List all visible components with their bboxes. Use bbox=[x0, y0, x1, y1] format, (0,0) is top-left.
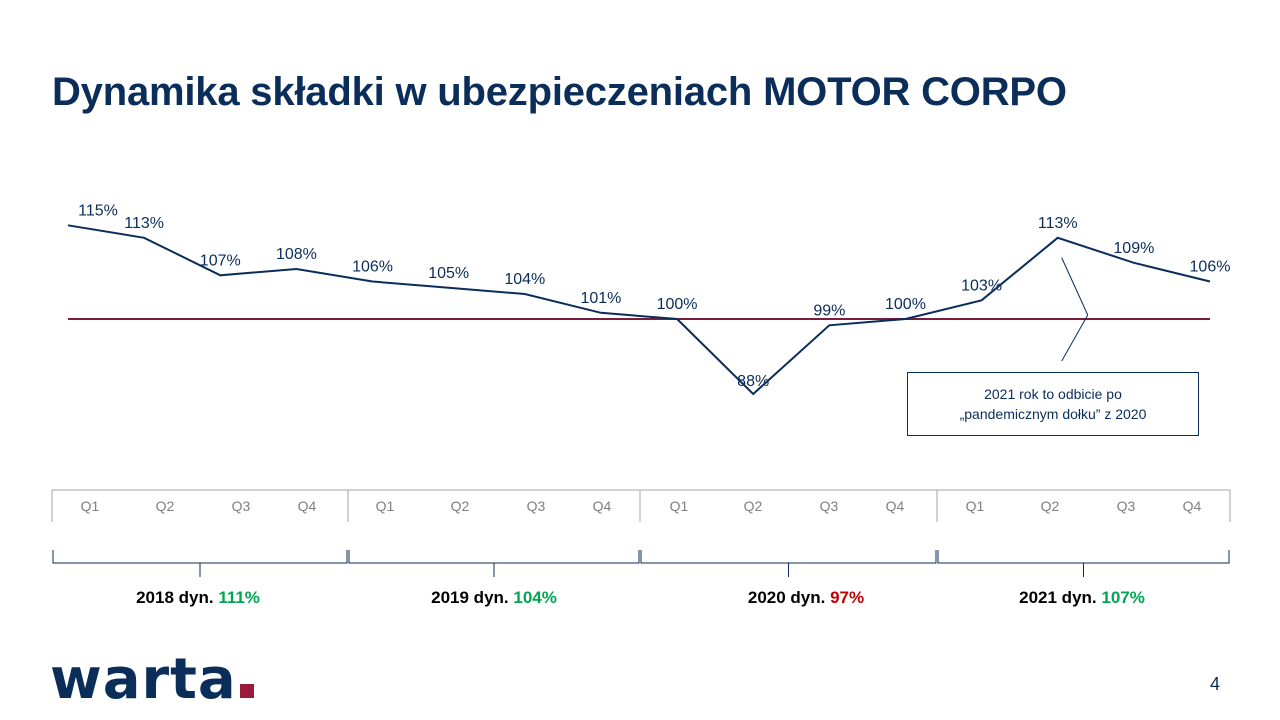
quarter-tick-label: Q2 bbox=[451, 498, 470, 514]
year-dynamic-value: 107% bbox=[1101, 588, 1145, 607]
callout-pointer-line bbox=[1061, 314, 1089, 362]
data-label: 88% bbox=[737, 373, 769, 390]
quarter-tick-label: Q3 bbox=[1117, 498, 1136, 514]
data-label: 109% bbox=[1113, 240, 1154, 257]
quarter-tick-label: Q3 bbox=[232, 498, 251, 514]
data-label: 108% bbox=[276, 246, 317, 263]
year-dynamic-value: 104% bbox=[513, 588, 557, 607]
callout-line-2: „pandemicznym dołku” z 2020 bbox=[959, 406, 1147, 422]
quarter-tick-label: Q2 bbox=[156, 498, 175, 514]
quarter-tick-label: Q2 bbox=[744, 498, 763, 514]
year-summary-2018: 2018 dyn. 111% bbox=[136, 588, 260, 607]
quarter-tick-label: Q4 bbox=[593, 498, 612, 514]
logo-dot bbox=[239, 684, 254, 698]
data-label: 113% bbox=[124, 215, 164, 232]
quarter-tick-label: Q4 bbox=[1183, 498, 1202, 514]
series-line bbox=[67, 224, 1211, 396]
data-label: 105% bbox=[428, 265, 469, 282]
quarter-tick-label: Q3 bbox=[527, 498, 546, 514]
data-label: 100% bbox=[885, 296, 926, 313]
data-label: 103% bbox=[961, 277, 1002, 294]
callout-box: 2021 rok to odbicie po „pandemicznym doł… bbox=[907, 372, 1199, 436]
data-label: 106% bbox=[1190, 259, 1231, 276]
data-label: 113% bbox=[1038, 215, 1078, 232]
data-label: 115% bbox=[78, 202, 118, 219]
year-bracket bbox=[348, 550, 640, 577]
year-summary-2019: 2019 dyn. 104% bbox=[431, 588, 557, 607]
callout-line-1: 2021 rok to odbicie po bbox=[984, 386, 1122, 402]
data-label: 101% bbox=[580, 290, 621, 307]
quarter-tick-label: Q4 bbox=[886, 498, 905, 514]
data-label: 106% bbox=[352, 259, 393, 276]
year-summary-2020: 2020 dyn. 97% bbox=[747, 588, 865, 607]
quarter-tick-label: Q1 bbox=[670, 498, 689, 514]
data-label: 107% bbox=[200, 252, 241, 269]
quarter-tick-label: Q4 bbox=[298, 498, 317, 514]
quarter-tick-label: Q2 bbox=[1041, 498, 1060, 514]
quarter-tick-label: Q3 bbox=[820, 498, 839, 514]
data-label: 104% bbox=[504, 271, 545, 288]
year-dynamic-value: 111% bbox=[218, 588, 260, 607]
year-bracket bbox=[52, 550, 348, 577]
callout-pointer-line bbox=[1061, 257, 1089, 316]
year-summary-2021: 2021 dyn. 107% bbox=[1019, 588, 1145, 607]
warta-logo: warta bbox=[50, 650, 254, 710]
year-bracket bbox=[937, 550, 1230, 577]
quarter-tick-label: Q1 bbox=[966, 498, 985, 514]
page-title: Dynamika składki w ubezpieczeniach MOTOR… bbox=[52, 70, 1067, 114]
data-label: 99% bbox=[813, 302, 845, 319]
year-dynamic-value: 97% bbox=[830, 588, 865, 607]
data-label: 100% bbox=[657, 296, 698, 313]
page-number: 4 bbox=[1209, 674, 1220, 694]
quarter-tick-label: Q1 bbox=[81, 498, 100, 514]
quarter-tick-label: Q1 bbox=[376, 498, 395, 514]
year-bracket bbox=[640, 550, 937, 577]
